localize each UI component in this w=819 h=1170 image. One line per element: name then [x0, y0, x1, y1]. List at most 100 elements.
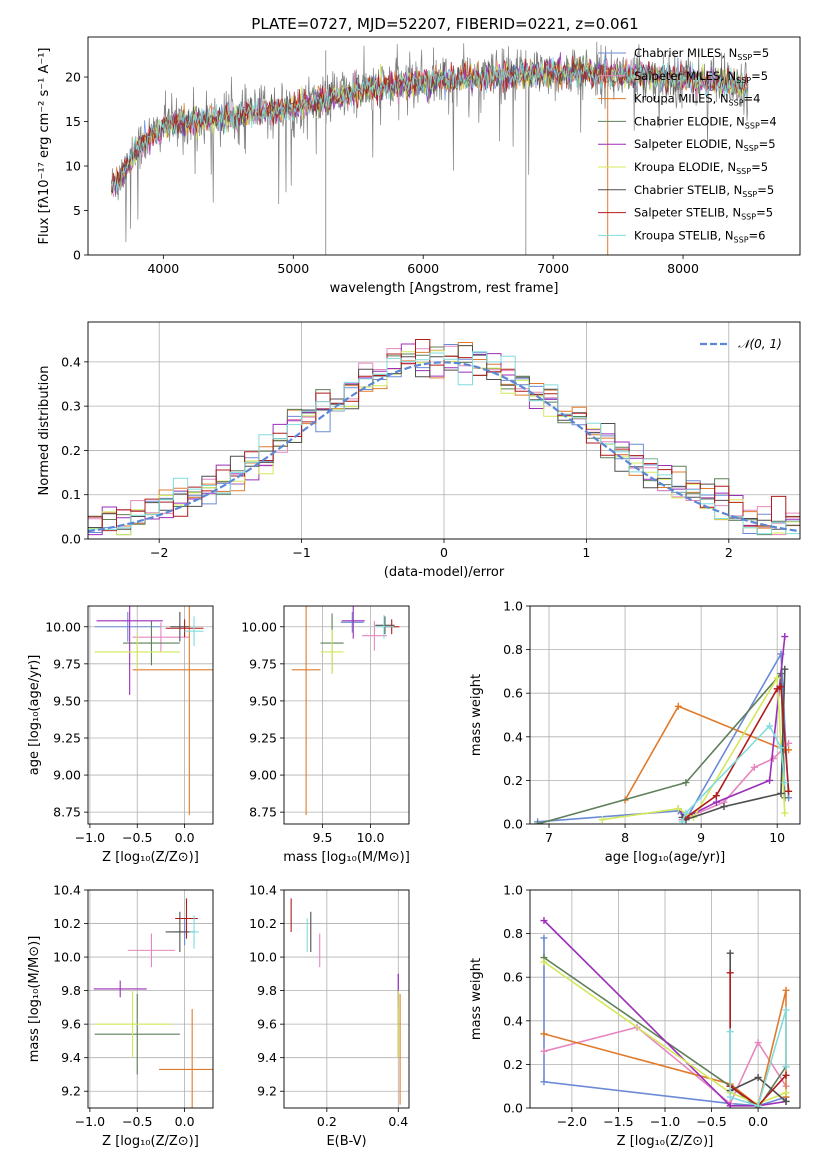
- y-tick-label: 9.75: [249, 656, 277, 671]
- weight-vs-metallicity-panel: −2.0 −1.5 −1.0 −0.5 0.0 0.0 0.2 0.4 0.6 0.8 1.0 Z […: [469, 883, 801, 1149]
- gaussian-curve: [88, 361, 800, 533]
- y-tick-label: 9.8: [61, 983, 81, 998]
- x-tick-label: 9: [697, 830, 705, 845]
- mass-vs-extinction-panel: 0.2 0.4 9.2 9.4 9.6 9.8 10.0 10.2 10.4 E(B-V): [249, 883, 410, 1149]
- errorbars: [94, 606, 213, 816]
- legend-entry: Chabrier STELIB, NSSP=5: [634, 183, 774, 199]
- y-tick-label: 10.0: [249, 950, 277, 965]
- model-spectrum-ChabrierSTELIB: [111, 56, 748, 193]
- y-tick-label: 10.00: [45, 619, 81, 634]
- legend-entry: Kroupa ELODIE, NSSP=5: [634, 160, 768, 176]
- y-tick-label: 0.8: [503, 642, 523, 657]
- y-tick-label: 9.8: [257, 983, 277, 998]
- weight-point-KroupaSTELIB: [782, 1063, 790, 1071]
- weight-line-KroupaELODIE: [543, 961, 787, 1105]
- x-axis-label: (data-model)/error: [384, 565, 505, 580]
- weight-point-KroupaELODIE: [782, 1089, 790, 1097]
- y-tick-label: 10.00: [241, 619, 277, 634]
- weight-line-ChabrierELODIE: [543, 956, 787, 1108]
- y-tick-label: 10: [65, 159, 81, 174]
- spectrum-lines: [111, 41, 749, 255]
- residual-histograms: [88, 339, 800, 536]
- axes-frame: [529, 889, 801, 1109]
- y-tick-label: 1.0: [503, 599, 523, 614]
- x-tick-label: 6000: [407, 261, 439, 276]
- x-tick-label: −1.0: [650, 1114, 680, 1129]
- x-tick-label: −0.5: [696, 1114, 726, 1129]
- y-tick-label: 8.75: [249, 805, 277, 820]
- axes-frame: [87, 605, 214, 825]
- y-tick-label: 0.4: [503, 1013, 523, 1028]
- x-tick-label: 10: [769, 830, 785, 845]
- y-tick-label: 5: [73, 203, 81, 218]
- x-tick-label: −1: [292, 545, 310, 560]
- y-tick-label: 0.4: [61, 354, 81, 369]
- weight-point-KroupaSTELIB: [682, 809, 690, 817]
- weight-point-KroupaSTELIB: [781, 779, 789, 787]
- residual-panel: −2 −1 0 1 2 0.0 0.1 0.2 0.3 0.4 (data-model)/error…: [37, 321, 801, 580]
- weight-point-KroupaELODIE: [540, 958, 548, 966]
- weight-point-SalpeterSTELIB: [726, 969, 734, 977]
- weight-point-ChabrierMILES: [540, 1078, 548, 1086]
- legend-entry: Salpeter MILES, NSSP=5: [634, 69, 768, 85]
- y-axis-label: age [log₁₀(age/yr)]: [27, 655, 42, 776]
- weight-point-SalpeterSTELIB: [777, 683, 785, 691]
- weight-point-SalpeterELODIE: [712, 798, 720, 806]
- weight-line-SalpeterELODIE: [543, 919, 787, 1107]
- y-tick-label: 9.2: [61, 1084, 81, 1099]
- weight-point-KroupaSTELIB: [726, 1028, 734, 1036]
- weight-point-KroupaMILES: [674, 702, 682, 710]
- y-axis-label: mass weight: [469, 674, 484, 756]
- axes-frame: [87, 889, 214, 1109]
- y-tick-label: 10.0: [53, 950, 81, 965]
- weight-point-ChabrierSTELIB: [777, 789, 785, 797]
- weight-point-SalpeterELODIE: [781, 633, 789, 641]
- y-tick-label: 1.0: [503, 883, 523, 898]
- y-tick-label: 10.2: [53, 916, 81, 931]
- y-tick-label: 0.0: [61, 532, 81, 547]
- weight-lines: [534, 633, 793, 824]
- legend-entry: Chabrier ELODIE, NSSP=4: [634, 114, 777, 130]
- x-axis-label: Z [log₁₀(Z/Z⊙)]: [102, 850, 199, 865]
- x-axis-label: wavelength [Angstrom, rest frame]: [330, 281, 559, 296]
- axes-frame: [87, 36, 801, 256]
- y-tick-label: 0: [73, 248, 81, 263]
- weight-point-KroupaELODIE: [781, 809, 789, 817]
- y-axis-label: Flux [fλ10⁻¹⁷ erg cm⁻² s⁻¹ A⁻¹]: [37, 48, 52, 245]
- errorbars: [93, 898, 213, 1108]
- x-tick-label: −2.0: [557, 1114, 587, 1129]
- x-tick-label: 10.0: [357, 830, 385, 845]
- y-tick-label: 9.6: [257, 1017, 277, 1032]
- weight-lines: [540, 917, 790, 1108]
- y-tick-label: 9.00: [53, 768, 81, 783]
- x-tick-label: −2: [150, 545, 168, 560]
- x-tick-label: 0.2: [317, 1114, 337, 1129]
- x-tick-label: 8000: [667, 261, 699, 276]
- weight-point-SalpeterMILES: [754, 1039, 762, 1047]
- legend-entry: Chabrier MILES, NSSP=5: [634, 46, 769, 62]
- x-tick-label: 0: [440, 545, 448, 560]
- weight-point-SalpeterELODIE: [726, 1102, 734, 1108]
- x-axis-label: Z [log₁₀(Z/Z⊙)]: [617, 1134, 714, 1149]
- y-tick-label: 8.75: [53, 805, 81, 820]
- legend-entry: Salpeter ELODIE, NSSP=5: [634, 137, 776, 153]
- x-tick-label: 5000: [277, 261, 309, 276]
- y-tick-label: 10.4: [249, 883, 277, 898]
- y-tick-label: 0.8: [503, 926, 523, 941]
- y-axis-label: mass [log₁₀(M/M⊙)]: [27, 936, 42, 1063]
- x-tick-label: 0.4: [388, 1114, 408, 1129]
- x-tick-label: −1.5: [603, 1114, 633, 1129]
- weight-point-SalpeterMILES: [785, 739, 793, 747]
- y-tick-label: 0.2: [61, 443, 81, 458]
- axes-frame: [529, 605, 801, 825]
- y-tick-label: 10.4: [53, 883, 81, 898]
- weight-point-ChabrierELODIE: [534, 820, 542, 824]
- x-tick-label: 4000: [147, 261, 179, 276]
- y-axis-label: mass weight: [469, 958, 484, 1040]
- legend-entry: Kroupa MILES, NSSP=4: [634, 92, 760, 108]
- x-tick-label: 2: [725, 545, 733, 560]
- y-tick-label: 0.2: [503, 773, 523, 788]
- weight-point-SalpeterMILES: [769, 755, 777, 763]
- weight-point-SalpeterSTELIB: [785, 787, 793, 795]
- y-tick-label: 9.4: [257, 1050, 277, 1065]
